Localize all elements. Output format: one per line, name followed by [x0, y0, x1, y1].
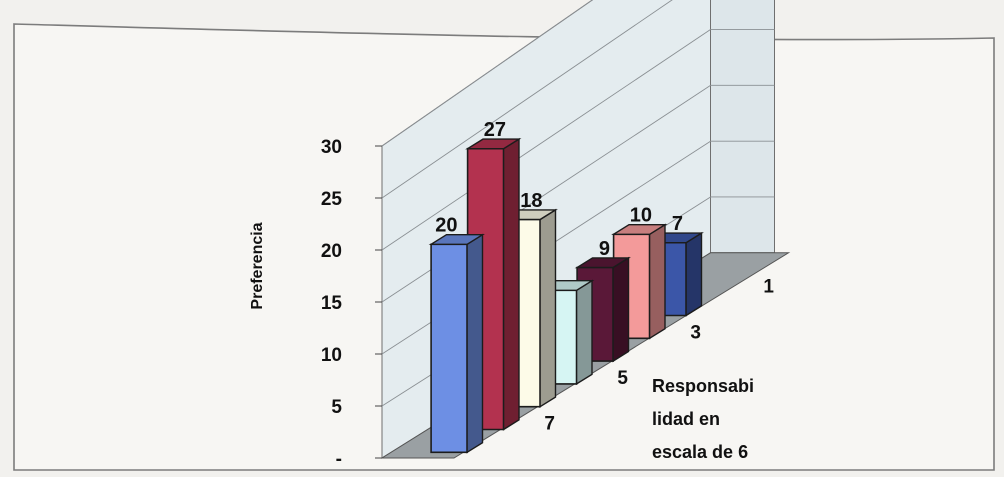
y-tick-label: 10 [321, 345, 342, 366]
bar-group [428, 137, 704, 454]
depth-axis-title: Responsabi lidad en escala de 6 [652, 376, 754, 462]
bar [428, 233, 485, 454]
y-tick-label: - [336, 449, 342, 470]
bar-side [685, 231, 703, 317]
bar-side [502, 137, 520, 431]
value-label: 10 [630, 205, 652, 227]
y-tick-label: 15 [321, 293, 343, 314]
bar-top [465, 138, 522, 150]
value-label: 18 [520, 190, 542, 212]
depth-axis-title-line: Responsabi [652, 376, 754, 396]
value-label: 20 [435, 215, 457, 237]
bar-top [574, 257, 631, 269]
gridline [381, 0, 673, 199]
bar-front [430, 243, 468, 454]
bar-side [539, 208, 557, 408]
depth-axis-title-line: lidad en [652, 409, 720, 429]
bar-side [612, 256, 630, 363]
value-label: 9 [599, 238, 610, 260]
gridline [381, 29, 711, 251]
side-wall [710, 0, 775, 254]
bar-top [611, 223, 668, 236]
y-tick-label: 5 [331, 397, 342, 418]
depth-tick-label: 3 [690, 322, 701, 343]
y-tick-label: 25 [321, 189, 343, 210]
value-label: 27 [484, 119, 506, 141]
depth-tick-label: 1 [763, 277, 774, 298]
y-axis-ticks: - 5 10 15 20 25 30 [321, 137, 382, 470]
bar-top [428, 233, 485, 246]
value-labels: 20 27 18 9 10 7 [435, 119, 683, 260]
gridline [381, 0, 594, 147]
bar-side [648, 223, 666, 340]
value-label: 7 [672, 213, 683, 235]
y-tick-label: 30 [321, 137, 342, 158]
depth-axis-title-line: escala de 6 [652, 442, 748, 462]
y-axis-title: Preferencia [249, 222, 266, 309]
depth-tick-label: 5 [617, 368, 628, 389]
depth-tick-label: 7 [544, 414, 555, 435]
y-tick-label: 20 [321, 241, 342, 262]
bar-side [466, 233, 484, 454]
depth-axis-ticks: 1 3 5 7 [544, 277, 774, 435]
bar-side [575, 279, 593, 386]
